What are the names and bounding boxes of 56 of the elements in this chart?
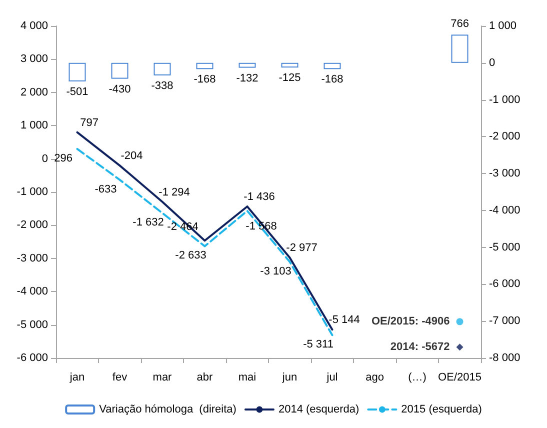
y2-tick-label: 1 000 [489,20,517,32]
data-label: -1 294 [158,186,190,198]
y2-tick-label: 0 [489,56,496,69]
x-tick-label: jul [326,372,338,384]
y-tick-label: 3 000 [20,53,48,66]
data-label: -2 977 [286,242,318,254]
y-tick-label: 4 000 [20,20,48,32]
data-label: -338 [151,80,174,92]
legend-label: 2015 (esquerda) [401,404,482,416]
x-tick-label: (…) [408,372,426,384]
y-tick-label: 2 000 [20,86,48,98]
data-label: -1 436 [244,190,275,203]
y-tick-label: -4 000 [16,286,48,298]
data-label: -168 [321,74,344,86]
data-label: -501 [66,86,88,98]
y-tick-label: -5 000 [16,318,48,331]
data-label: 797 [80,116,98,129]
x-tick-label: abr [196,372,214,384]
x-tick-label: jun [281,372,298,384]
y2-tick-label: -4 000 [489,204,520,216]
y2-tick-label: -2 000 [489,130,520,143]
data-label: -1 632 [132,216,164,228]
y2-tick-label: -5 000 [489,241,520,254]
y2-tick-label: -3 000 [489,168,520,180]
y-tick-label: -1 000 [16,186,48,198]
y2-tick-label: -1 000 [489,94,520,106]
y2-tick-label: -8 000 [489,352,520,364]
x-tick-label: mar [152,372,172,384]
data-label: -2 633 [175,250,206,262]
x-tick-label: OE/2015 [438,372,482,384]
y2-tick-label: -6 000 [489,278,520,290]
y2-tick-label: -7 000 [489,315,520,328]
y-tick-label: -2 000 [16,219,48,232]
data-label: -5 144 [328,314,360,326]
y-tick-label: -6 000 [16,352,48,364]
x-tick-label: ago [366,372,384,384]
data-label: -5 311 [303,338,334,351]
x-tick-label: jan [68,372,85,384]
legend-label: 2014 (esquerda) [278,404,360,416]
data-label: 296 [54,152,72,164]
x-tick-label: mai [238,372,256,384]
annotation: 2014: -5672 [390,341,450,354]
data-label: -132 [236,72,258,84]
legend-label: Variação hómologa (direita) [99,404,236,416]
y-tick-label: -3 000 [16,252,48,264]
data-label: -633 [94,183,117,196]
y-tick-label: 1 000 [20,120,48,132]
data-label: -125 [278,72,301,84]
data-label: -3 103 [260,265,292,278]
data-label: -204 [120,150,143,162]
y-tick-label: 0 [42,152,48,165]
data-label: 766 [450,18,469,30]
annotation: OE/2015: -4906 [371,316,450,328]
x-tick-label: fev [112,372,128,384]
data-label: -168 [194,74,216,86]
data-label: -430 [108,83,131,96]
